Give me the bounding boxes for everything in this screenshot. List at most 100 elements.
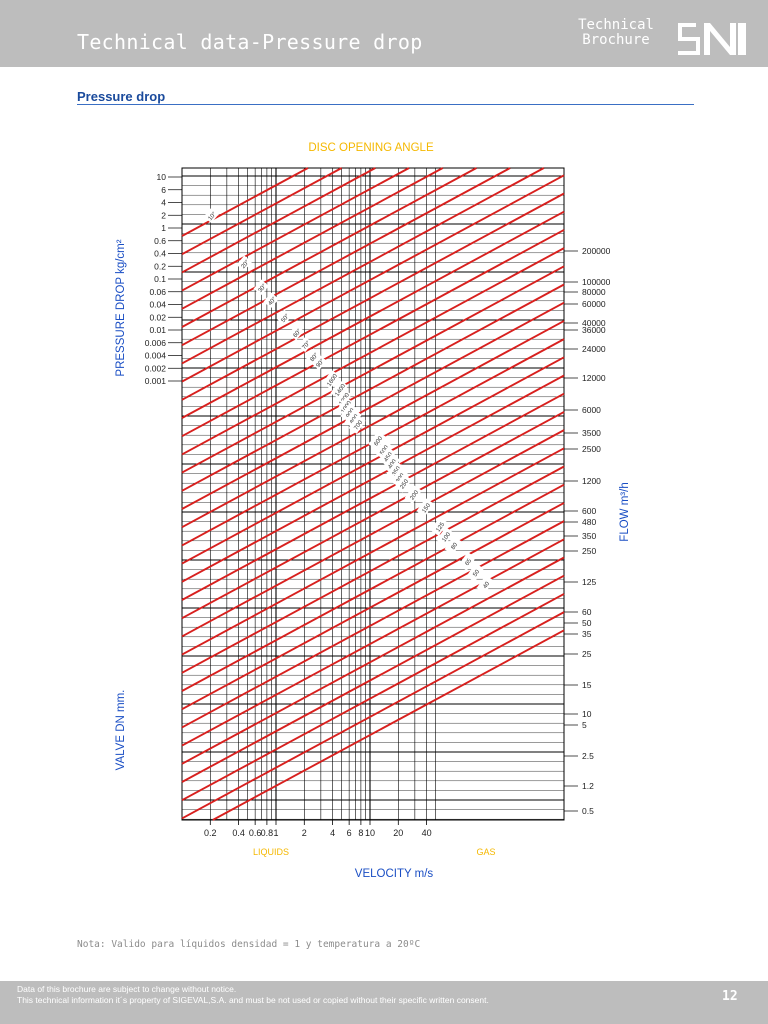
- dn-label-bg: [330, 380, 348, 399]
- angle-label-bg: [288, 324, 304, 341]
- dn-curve: [181, 247, 565, 456]
- chart-title: DISC OPENING ANGLE: [308, 142, 434, 154]
- page-number: 12: [722, 989, 738, 1004]
- x-tick-label: 0.4: [232, 828, 245, 838]
- flow-tick-label: 60000: [582, 299, 606, 309]
- x-tick-label: 1: [273, 828, 278, 838]
- pressure-tick-label: 0.01: [149, 325, 166, 335]
- dn-curve: [181, 167, 444, 310]
- pressure-tick-label: 0.06: [149, 287, 166, 297]
- pressure-tick-label: 0.2: [154, 261, 166, 271]
- flow-tick-label: 200000: [582, 246, 611, 256]
- dn-label-bg: [466, 563, 484, 582]
- plot-frame: [181, 167, 565, 821]
- pressure-tick-label: 0.6: [154, 236, 166, 246]
- dn-curve: [181, 520, 565, 729]
- dn-label-bg: [394, 474, 412, 493]
- angle-label-bg: [297, 336, 313, 353]
- dn-label-bg: [458, 552, 476, 571]
- dn-label-bg: [444, 536, 462, 555]
- angle-label-bg: [263, 292, 279, 309]
- brand-line-2: Brochure: [582, 32, 650, 48]
- dn-curve: [212, 629, 565, 821]
- dn-curve: [181, 174, 565, 383]
- footnote: Nota: Valido para líquidos densidad = 1 …: [77, 939, 421, 950]
- x-tick-label: 40: [422, 828, 432, 838]
- flow-tick-label: 1.2: [582, 781, 594, 791]
- x-tick-label: 10: [365, 828, 375, 838]
- angle-label: 40°: [268, 296, 279, 307]
- flow-tick-label: 2.5: [582, 751, 594, 761]
- page-header: Technical data-Pressure drop Technical B…: [0, 0, 768, 67]
- pressure-tick-label: 4: [161, 198, 166, 208]
- x-axis-label: VELOCITY m/s: [355, 868, 434, 880]
- dn-curve: [181, 429, 565, 638]
- dn-curve: [181, 192, 565, 401]
- dn-curve: [181, 556, 565, 765]
- flow-tick-label: 2500: [582, 444, 601, 454]
- horizontal-grid: [181, 167, 565, 821]
- pressure-tick-label: 0.04: [149, 300, 166, 310]
- dn-label-bg: [340, 403, 358, 422]
- dn-label-bg: [476, 575, 494, 594]
- dn-label-bg: [386, 461, 404, 480]
- x-tick-label: 6: [347, 828, 352, 838]
- pressure-tick-label: 0.02: [149, 312, 166, 322]
- dn-label-bg: [404, 485, 422, 504]
- angle-label: 50°: [281, 313, 292, 324]
- company-logo: [678, 23, 746, 55]
- flow-tick-label: 80000: [582, 287, 606, 297]
- dn-label: 700: [353, 419, 364, 431]
- dn-labels: 1600140012001000900800700600500450400350…: [322, 370, 494, 594]
- footer-copyright: This technical information it´s property…: [17, 995, 489, 1005]
- dn-label: 50: [472, 569, 481, 578]
- liquids-label: LIQUIDS: [253, 847, 289, 857]
- angle-label: 10°: [208, 211, 219, 222]
- dn-label-bg: [348, 415, 366, 434]
- angle-label: 20°: [241, 259, 252, 270]
- dn-curve: [181, 167, 511, 347]
- pressure-tick-label: 2: [161, 210, 166, 220]
- flow-tick-label: 0.5: [582, 806, 594, 816]
- x-tick-label: 8: [358, 828, 363, 838]
- flow-tick-label: 350: [582, 531, 596, 541]
- dn-label: 65: [464, 558, 473, 567]
- angle-label-bg: [253, 279, 269, 296]
- x-tick-label: 2: [302, 828, 307, 838]
- flow-tick-label: 480: [582, 517, 596, 527]
- pressure-tick-label: 10: [157, 172, 167, 182]
- dn-label-bg: [374, 440, 392, 459]
- dn-label: 150: [421, 502, 432, 514]
- flow-tick-label: 15: [582, 680, 592, 690]
- brand-line-1: Technical: [578, 17, 654, 33]
- pressure-tick-label: 1: [161, 223, 166, 233]
- dn-curve: [181, 167, 376, 274]
- flow-tick-label: 60: [582, 607, 592, 617]
- dn-label-bg: [382, 454, 400, 473]
- x-tick-label: 4: [330, 828, 335, 838]
- dn-curve: [181, 593, 565, 802]
- flow-tick-label: 40000: [582, 318, 606, 328]
- flow-tick-label: 6000: [582, 405, 601, 415]
- dn-curve: [181, 611, 565, 820]
- angle-label-bg: [236, 255, 252, 272]
- dn-label-bg: [416, 498, 434, 517]
- angle-label-bg: [276, 309, 292, 326]
- dn-label: 350: [391, 465, 402, 477]
- pressure-tick-label: 0.4: [154, 249, 166, 259]
- flow-tick-label: 600: [582, 506, 596, 516]
- flow-tick-label: 36000: [582, 325, 606, 335]
- dn-label: 450: [383, 451, 394, 463]
- valve-dn-axis-label: VALVE DN mm.: [115, 690, 127, 771]
- pressure-tick-label: 0.001: [145, 376, 167, 386]
- pressure-tick-label: 0.1: [154, 274, 166, 284]
- dn-curve: [181, 167, 477, 328]
- dn-label-bg: [378, 447, 396, 466]
- angle-label-bg: [305, 348, 321, 365]
- dn-label: 250: [399, 478, 410, 490]
- dn-label-bg: [390, 468, 408, 487]
- dn-curve: [181, 283, 565, 492]
- dn-label: 125: [435, 521, 446, 533]
- dn-curve: [181, 538, 565, 747]
- dn-label-bg: [334, 389, 352, 408]
